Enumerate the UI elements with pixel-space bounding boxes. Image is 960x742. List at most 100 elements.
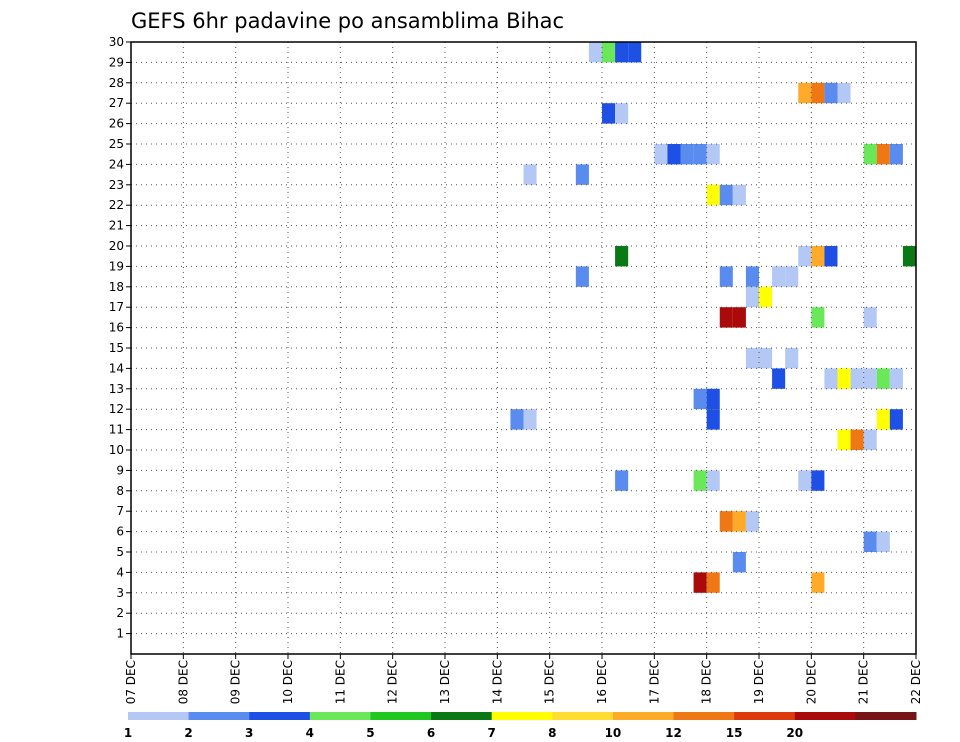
x-tick-label: 21 DEC xyxy=(857,660,871,704)
heatmap-cell xyxy=(719,184,733,206)
heatmap-cell xyxy=(863,144,877,165)
legend-level-label: 8 xyxy=(548,726,556,740)
heatmap-cell xyxy=(772,266,786,287)
heatmap-cell xyxy=(811,470,825,491)
heatmap-cell xyxy=(811,572,825,593)
heatmap-cell xyxy=(811,246,825,267)
heatmap-cell xyxy=(615,246,629,267)
x-tick-label: 10 DEC xyxy=(281,660,295,704)
heatmap-cell xyxy=(588,42,602,63)
heatmap-cell xyxy=(615,470,629,491)
heatmap-cell xyxy=(654,144,668,165)
y-tick-label: 7 xyxy=(116,504,124,518)
y-tick-label: 22 xyxy=(109,198,124,212)
legend-color-swatch xyxy=(188,712,250,720)
legend-color-swatch xyxy=(612,712,675,720)
x-tick-label: 09 DEC xyxy=(229,660,243,704)
heatmap-cell xyxy=(628,42,642,63)
legend-level-label: 4 xyxy=(306,726,314,740)
x-tick-label: 19 DEC xyxy=(752,660,766,704)
x-tick-label: 18 DEC xyxy=(700,660,714,704)
heatmap-cell xyxy=(889,368,903,389)
y-tick-label: 23 xyxy=(109,178,124,192)
legend-level-label: 20 xyxy=(786,726,803,740)
y-tick-label: 4 xyxy=(116,565,124,579)
heatmap-cell xyxy=(680,144,694,165)
heatmap-cell xyxy=(706,144,720,165)
heatmap-cell xyxy=(732,552,746,573)
y-tick-label: 25 xyxy=(109,137,124,151)
y-tick-label: 29 xyxy=(109,55,124,69)
legend-color-swatch xyxy=(552,712,614,720)
legend-level-label: 6 xyxy=(427,726,435,740)
heatmap-cell xyxy=(693,572,707,593)
legend-color-swatch xyxy=(855,712,917,720)
heatmap-cell xyxy=(837,429,851,450)
y-tick-label: 5 xyxy=(116,545,124,559)
legend-color-swatch xyxy=(309,712,371,720)
y-tick-label: 28 xyxy=(109,76,124,90)
y-tick-label: 3 xyxy=(116,586,124,600)
heatmap-cell xyxy=(876,409,890,430)
x-tick-label: 20 DEC xyxy=(804,660,818,704)
x-tick-label: 22 DEC xyxy=(909,660,923,704)
y-tick-label: 13 xyxy=(109,382,124,396)
heatmap-cell xyxy=(837,368,851,389)
heatmap-cell xyxy=(706,388,720,410)
x-tick-label: 13 DEC xyxy=(438,660,452,704)
y-tick-label: 16 xyxy=(109,321,124,335)
heatmap-cell xyxy=(850,429,864,450)
y-tick-label: 10 xyxy=(109,443,124,457)
y-tick-label: 27 xyxy=(109,96,124,110)
heatmap-cell xyxy=(719,307,733,328)
heatmap-cell xyxy=(745,286,759,308)
heatmap-cell xyxy=(798,82,812,104)
x-tick-label: 08 DEC xyxy=(176,660,190,704)
heatmap-cell xyxy=(732,511,746,532)
heatmap-cell xyxy=(693,144,707,165)
heatmap-cell xyxy=(523,164,537,185)
heatmap-cell xyxy=(889,409,903,430)
x-tick-label: 12 DEC xyxy=(386,660,400,704)
heatmap-cell xyxy=(732,307,746,328)
heatmap-cell xyxy=(850,368,864,389)
heatmap-cell xyxy=(785,348,799,369)
heatmap-cell xyxy=(772,368,786,389)
legend-color-swatch xyxy=(431,712,493,720)
y-tick-label: 2 xyxy=(116,606,124,620)
heatmap-cell xyxy=(863,429,877,450)
y-tick-label: 21 xyxy=(109,219,124,233)
x-tick-label: 11 DEC xyxy=(333,660,347,704)
heatmap-cell xyxy=(863,307,877,328)
y-tick-label: 9 xyxy=(116,463,124,477)
chart-title: GEFS 6hr padavine po ansamblima Bihac xyxy=(131,9,564,33)
heatmap-cell xyxy=(811,82,825,104)
heatmap-cell xyxy=(824,246,838,267)
y-tick-label: 15 xyxy=(109,341,124,355)
heatmap-cell xyxy=(706,409,720,430)
y-tick-label: 17 xyxy=(109,300,124,314)
y-tick-label: 20 xyxy=(109,239,124,253)
heatmap-cell xyxy=(693,388,707,410)
x-tick-label: 14 DEC xyxy=(490,660,504,704)
heatmap-cell xyxy=(745,348,759,369)
y-tick-label: 26 xyxy=(109,117,124,131)
color-legend: 1 2 3 4 5 6 7 8 10 12 15 20 xyxy=(124,712,917,740)
y-tick-label: 19 xyxy=(109,259,124,273)
y-tick-label: 6 xyxy=(116,525,124,539)
heatmap-cell xyxy=(824,82,838,104)
legend-color-swatch xyxy=(673,712,735,720)
heatmap-cell xyxy=(745,266,759,287)
y-tick-label: 24 xyxy=(109,157,124,171)
heatmap-cell xyxy=(811,307,825,328)
heatmap-cell xyxy=(876,531,890,552)
legend-level-label: 1 xyxy=(124,726,132,740)
heatmap-cell xyxy=(745,511,759,532)
x-tick-label: 07 DEC xyxy=(124,660,138,704)
heatmap-cell xyxy=(693,470,707,491)
heatmap-cell xyxy=(615,103,629,124)
legend-level-label: 12 xyxy=(665,726,682,740)
heatmap-cell xyxy=(863,531,877,552)
x-tick-label: 16 DEC xyxy=(595,660,609,704)
y-tick-label: 14 xyxy=(109,361,124,375)
